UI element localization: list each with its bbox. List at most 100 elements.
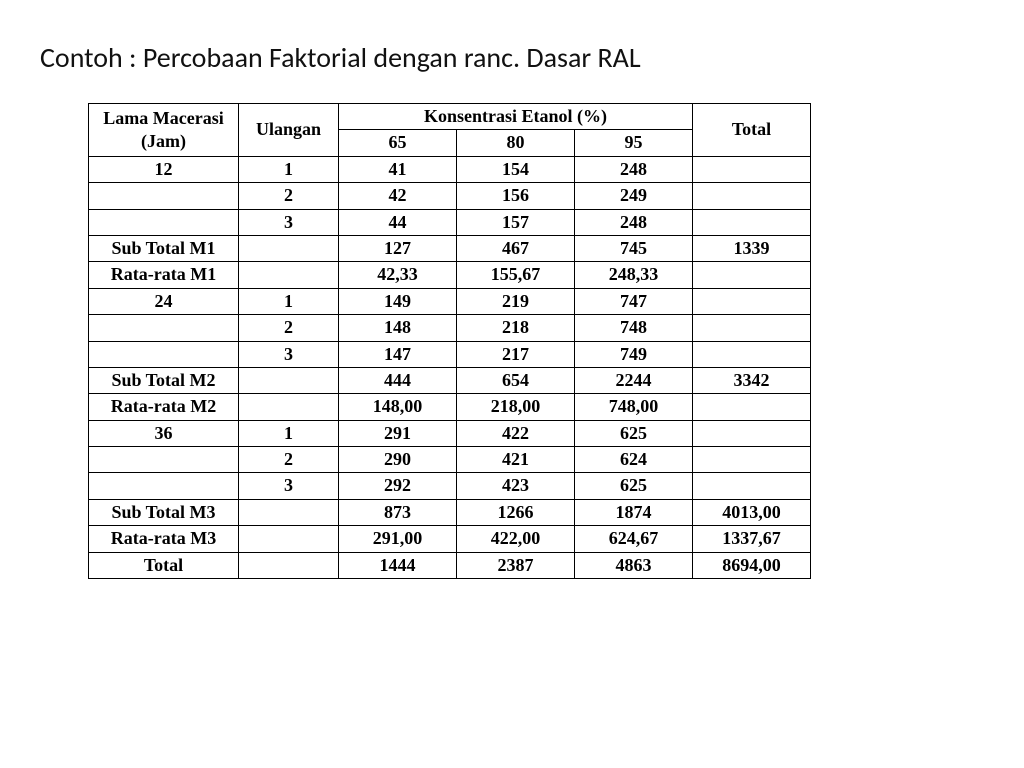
cell-b <box>239 526 339 552</box>
cell-e: 624,67 <box>575 526 693 552</box>
cell-f: 1337,67 <box>693 526 811 552</box>
cell-a: Sub Total M2 <box>89 367 239 393</box>
cell-a <box>89 209 239 235</box>
cell-b: 2 <box>239 183 339 209</box>
table-row: Sub Total M1 1274677451339 <box>89 235 811 261</box>
cell-d: 218 <box>457 315 575 341</box>
cell-b: 1 <box>239 288 339 314</box>
cell-a: Sub Total M1 <box>89 235 239 261</box>
table-row: 361291422625 <box>89 420 811 446</box>
cell-c: 148,00 <box>339 394 457 420</box>
header-65: 65 <box>339 130 457 156</box>
cell-a: Rata-rata M2 <box>89 394 239 420</box>
cell-d: 155,67 <box>457 262 575 288</box>
cell-c: 873 <box>339 499 457 525</box>
table-row: 241149219747 <box>89 288 811 314</box>
cell-d: 422,00 <box>457 526 575 552</box>
cell-b <box>239 394 339 420</box>
cell-c: 290 <box>339 447 457 473</box>
cell-e: 745 <box>575 235 693 261</box>
table-row: Rata-rata M2148,00218,00748,00 <box>89 394 811 420</box>
cell-b <box>239 262 339 288</box>
cell-f <box>693 315 811 341</box>
cell-f <box>693 341 811 367</box>
cell-c: 148 <box>339 315 457 341</box>
cell-a: 24 <box>89 288 239 314</box>
cell-f <box>693 209 811 235</box>
cell-d: 218,00 <box>457 394 575 420</box>
table-row: 344157248 <box>89 209 811 235</box>
table-header: Lama Macerasi (Jam) Ulangan Konsentrasi … <box>89 104 811 157</box>
cell-a: Rata-rata M3 <box>89 526 239 552</box>
cell-d: 154 <box>457 156 575 182</box>
header-text: (Jam) <box>141 131 186 151</box>
cell-e: 249 <box>575 183 693 209</box>
cell-e: 625 <box>575 473 693 499</box>
table-row: Sub Total M244465422443342 <box>89 367 811 393</box>
cell-d: 423 <box>457 473 575 499</box>
table-row: 2148218748 <box>89 315 811 341</box>
table-row: 12141154248 <box>89 156 811 182</box>
cell-f <box>693 394 811 420</box>
cell-e: 248,33 <box>575 262 693 288</box>
table-row: 2290421624 <box>89 447 811 473</box>
cell-a <box>89 341 239 367</box>
cell-b: 3 <box>239 473 339 499</box>
cell-c: 292 <box>339 473 457 499</box>
cell-a <box>89 315 239 341</box>
cell-b: 2 <box>239 447 339 473</box>
cell-c: 444 <box>339 367 457 393</box>
table-row: 3147217749 <box>89 341 811 367</box>
table-row: 3292423625 <box>89 473 811 499</box>
cell-f <box>693 420 811 446</box>
table-row: 242156249 <box>89 183 811 209</box>
cell-c: 1444 <box>339 552 457 578</box>
cell-a: 12 <box>89 156 239 182</box>
cell-d: 1266 <box>457 499 575 525</box>
cell-c: 42,33 <box>339 262 457 288</box>
cell-e: 749 <box>575 341 693 367</box>
cell-b <box>239 235 339 261</box>
cell-e: 624 <box>575 447 693 473</box>
page: Contoh : Percobaan Faktorial dengan ranc… <box>0 0 1024 579</box>
cell-a: Rata-rata M1 <box>89 262 239 288</box>
cell-b: 1 <box>239 420 339 446</box>
cell-e: 4863 <box>575 552 693 578</box>
cell-f <box>693 447 811 473</box>
table-body: 12141154248242156249344157248Sub Total M… <box>89 156 811 578</box>
header-ulangan: Ulangan <box>239 104 339 157</box>
cell-e: 747 <box>575 288 693 314</box>
cell-d: 467 <box>457 235 575 261</box>
cell-b <box>239 552 339 578</box>
cell-a: 36 <box>89 420 239 446</box>
cell-d: 217 <box>457 341 575 367</box>
header-text: Lama Macerasi <box>103 108 223 128</box>
cell-e: 625 <box>575 420 693 446</box>
cell-b: 3 <box>239 341 339 367</box>
cell-d: 421 <box>457 447 575 473</box>
cell-b: 1 <box>239 156 339 182</box>
cell-f: 4013,00 <box>693 499 811 525</box>
header-konsentrasi: Konsentrasi Etanol (%) <box>339 104 693 130</box>
table-container: Lama Macerasi (Jam) Ulangan Konsentrasi … <box>40 103 984 579</box>
page-title: Contoh : Percobaan Faktorial dengan ranc… <box>40 40 984 75</box>
cell-c: 42 <box>339 183 457 209</box>
table-row: Sub Total M3873126618744013,00 <box>89 499 811 525</box>
cell-f: 1339 <box>693 235 811 261</box>
cell-c: 127 <box>339 235 457 261</box>
cell-c: 147 <box>339 341 457 367</box>
cell-e: 1874 <box>575 499 693 525</box>
cell-f <box>693 183 811 209</box>
cell-e: 248 <box>575 156 693 182</box>
header-lama-macerasi: Lama Macerasi (Jam) <box>89 104 239 157</box>
cell-b <box>239 499 339 525</box>
cell-d: 219 <box>457 288 575 314</box>
cell-a: Total <box>89 552 239 578</box>
table-row: Rata-rata M1 42,33155,67248,33 <box>89 262 811 288</box>
cell-d: 654 <box>457 367 575 393</box>
cell-f <box>693 473 811 499</box>
cell-c: 291 <box>339 420 457 446</box>
cell-e: 748 <box>575 315 693 341</box>
cell-f <box>693 262 811 288</box>
cell-b <box>239 367 339 393</box>
